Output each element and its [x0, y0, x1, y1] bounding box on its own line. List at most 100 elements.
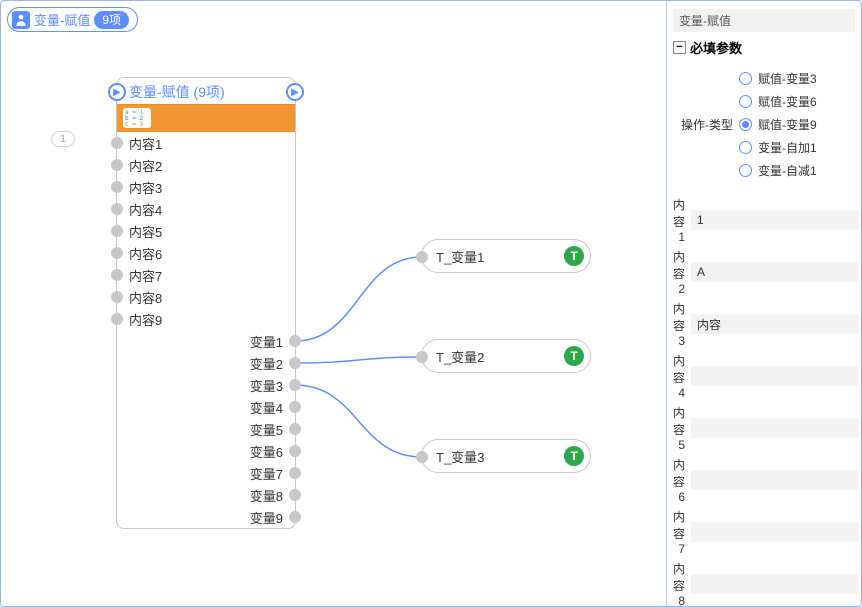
input-row: 内容5 — [117, 220, 295, 242]
target-in-port[interactable] — [416, 351, 428, 363]
input-port[interactable] — [111, 159, 123, 171]
output-port[interactable] — [289, 489, 301, 501]
field-label: 内容1 — [673, 196, 685, 244]
target-pill[interactable]: T_变量3T — [421, 439, 591, 473]
radio-icon[interactable] — [739, 118, 752, 131]
op-type-label: 操作-类型 — [677, 116, 733, 133]
radio-row[interactable]: 赋值-变量6 — [673, 90, 855, 113]
input-label: 内容3 — [129, 178, 162, 197]
output-port[interactable] — [289, 357, 301, 369]
output-label: 变量7 — [250, 464, 283, 483]
radio-label: 变量-自加1 — [758, 139, 817, 156]
input-port[interactable] — [111, 225, 123, 237]
wires-layer — [1, 1, 671, 607]
header-title: 变量-赋值 — [34, 10, 90, 29]
target-label: T_变量2 — [436, 347, 564, 366]
field-input[interactable] — [691, 418, 858, 438]
output-port[interactable] — [289, 379, 301, 391]
radio-row[interactable]: 操作-类型 赋值-变量9 — [673, 113, 855, 136]
target-in-port[interactable] — [416, 251, 428, 263]
header-badge: 9项 — [94, 11, 129, 29]
target-pill[interactable]: T_变量2T — [421, 339, 591, 373]
input-label: 内容7 — [129, 266, 162, 285]
input-port[interactable] — [111, 291, 123, 303]
input-row: 内容7 — [117, 264, 295, 286]
field-label: 内容6 — [673, 456, 685, 504]
input-label: 内容4 — [129, 200, 162, 219]
main-node[interactable]: 变量-赋值 (9项) ▶ a = 1 b = 2 c = 3 ▶ 内容1内容2内… — [116, 77, 296, 529]
field-input[interactable] — [691, 366, 858, 386]
output-row: 变量9 — [117, 506, 295, 528]
code-icon: a = 1 b = 2 c = 3 — [123, 108, 151, 128]
output-row: 变量7 — [117, 462, 295, 484]
radio-label: 变量-自减1 — [758, 162, 817, 179]
field-label: 内容8 — [673, 560, 685, 607]
input-label: 内容1 — [129, 134, 162, 153]
wire — [295, 257, 422, 341]
radio-label: 赋值-变量3 — [758, 70, 817, 87]
field-input[interactable] — [691, 574, 858, 594]
exec-in-port[interactable]: ▶ — [108, 83, 126, 101]
field-label: 内容4 — [673, 352, 685, 400]
output-label: 变量1 — [250, 332, 283, 351]
output-label: 变量4 — [250, 398, 283, 417]
input-port[interactable] — [111, 137, 123, 149]
target-label: T_变量3 — [436, 447, 564, 466]
field-row: 内容2 — [673, 248, 855, 296]
fields-list: 内容1内容2内容3内容4内容5内容6内容7内容8内容9 — [673, 196, 855, 607]
target-in-port[interactable] — [416, 451, 428, 463]
radio-row[interactable]: 变量-自加1 — [673, 136, 855, 159]
output-port[interactable] — [289, 335, 301, 347]
field-label: 内容2 — [673, 248, 685, 296]
field-input[interactable] — [691, 262, 858, 282]
output-label: 变量2 — [250, 354, 283, 373]
input-port[interactable] — [111, 247, 123, 259]
input-port[interactable] — [111, 313, 123, 325]
output-row: 变量2 — [117, 352, 295, 374]
exec-out-port[interactable]: ▶ — [286, 83, 304, 101]
input-row: 内容6 — [117, 242, 295, 264]
node-inputs: 内容1内容2内容3内容4内容5内容6内容7内容8内容9 — [117, 132, 295, 330]
panel-section-head[interactable]: − 必填参数 — [673, 38, 855, 57]
target-pill[interactable]: T_变量1T — [421, 239, 591, 273]
input-port[interactable] — [111, 181, 123, 193]
output-port[interactable] — [289, 467, 301, 479]
collapse-icon[interactable]: − — [673, 41, 686, 54]
field-label: 内容3 — [673, 300, 685, 348]
side-panel: 变量-赋值 − 必填参数 赋值-变量3赋值-变量6操作-类型赋值-变量9变量-自… — [666, 1, 861, 606]
output-port[interactable] — [289, 423, 301, 435]
radio-group: 赋值-变量3 赋值-变量6 操作-类型 赋值-变量9 变量-自加1 变量-自减1 — [673, 67, 855, 182]
field-row: 内容8 — [673, 560, 855, 607]
field-input[interactable] — [691, 470, 858, 490]
input-row: 内容9 — [117, 308, 295, 330]
canvas[interactable]: 变量-赋值 9项 1 变量-赋值 (9项) ▶ a = 1 b = 2 c = … — [1, 1, 666, 606]
node-outputs: 变量1变量2变量3变量4变量5变量6变量7变量8变量9 — [117, 330, 295, 528]
field-label: 内容5 — [673, 404, 685, 452]
output-port[interactable] — [289, 511, 301, 523]
radio-label: 赋值-变量9 — [758, 116, 817, 133]
header-chip[interactable]: 变量-赋值 9项 — [7, 7, 138, 32]
field-input[interactable] — [691, 314, 858, 334]
radio-row[interactable]: 变量-自减1 — [673, 159, 855, 182]
target-type-icon: T — [564, 446, 584, 466]
wire — [295, 357, 422, 363]
input-port[interactable] — [111, 269, 123, 281]
field-input[interactable] — [691, 522, 858, 542]
radio-icon[interactable] — [739, 72, 752, 85]
field-row: 内容1 — [673, 196, 855, 244]
field-row: 内容5 — [673, 404, 855, 452]
radio-icon[interactable] — [739, 141, 752, 154]
input-row: 内容2 — [117, 154, 295, 176]
radio-row[interactable]: 赋值-变量3 — [673, 67, 855, 90]
input-row: 内容1 — [117, 132, 295, 154]
small-badge: 1 — [51, 131, 75, 147]
radio-icon[interactable] — [739, 95, 752, 108]
radio-icon[interactable] — [739, 164, 752, 177]
field-input[interactable] — [691, 210, 858, 230]
output-port[interactable] — [289, 401, 301, 413]
input-port[interactable] — [111, 203, 123, 215]
output-port[interactable] — [289, 445, 301, 457]
node-header: ▶ a = 1 b = 2 c = 3 ▶ — [117, 104, 295, 132]
output-row: 变量6 — [117, 440, 295, 462]
input-label: 内容2 — [129, 156, 162, 175]
